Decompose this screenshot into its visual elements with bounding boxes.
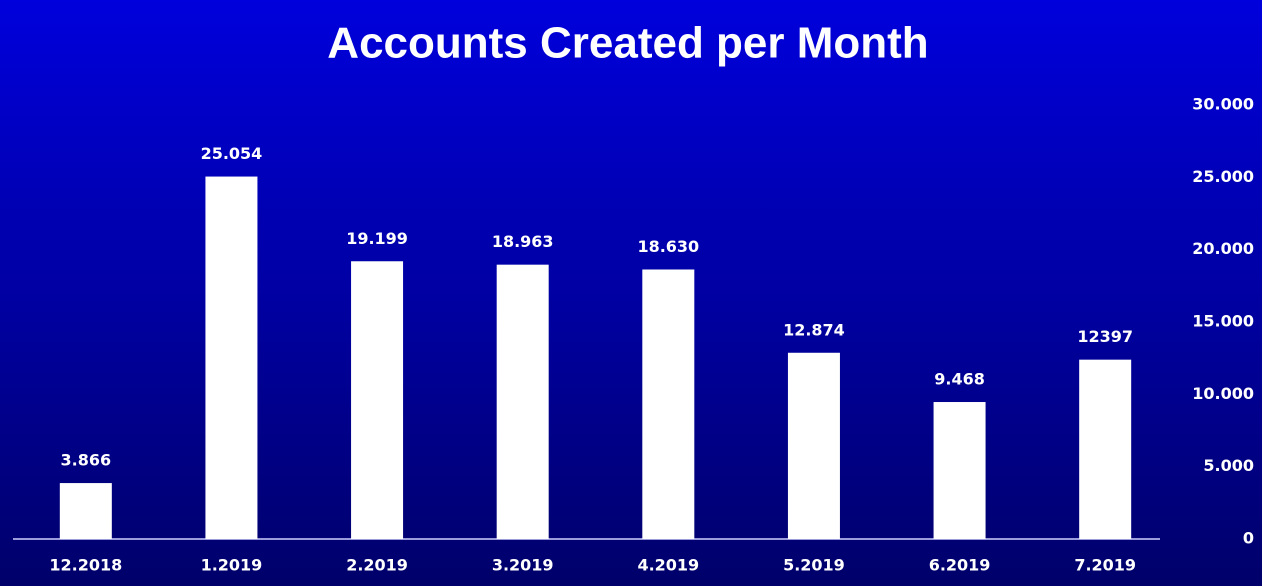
x-tick-label: 12.2018 xyxy=(49,556,122,575)
bar xyxy=(59,483,112,539)
value-label: 9.468 xyxy=(934,370,985,389)
chart-title: Accounts Created per Month xyxy=(327,19,928,68)
value-label: 18.963 xyxy=(492,232,554,251)
x-tick-label: 3.2019 xyxy=(492,556,554,575)
y-tick-label: 5.000 xyxy=(1203,456,1254,475)
x-tick-label: 4.2019 xyxy=(637,556,699,575)
value-label: 12397 xyxy=(1077,327,1133,346)
x-tick-label: 7.2019 xyxy=(1074,556,1136,575)
bar xyxy=(205,176,258,540)
value-label: 25.054 xyxy=(201,144,263,163)
x-tick-label: 6.2019 xyxy=(929,556,991,575)
value-label: 12.874 xyxy=(783,320,845,339)
bar xyxy=(933,402,986,539)
bar xyxy=(496,264,549,539)
y-tick-label: 15.000 xyxy=(1192,312,1254,331)
value-label: 19.199 xyxy=(346,229,408,248)
y-tick-label: 30.000 xyxy=(1192,95,1254,114)
bar xyxy=(642,269,695,539)
x-tick-label: 2.2019 xyxy=(346,556,408,575)
bar xyxy=(351,261,404,539)
bar xyxy=(787,352,840,539)
x-tick-label: 5.2019 xyxy=(783,556,845,575)
bar xyxy=(1079,359,1132,539)
value-label: 3.866 xyxy=(61,451,112,470)
y-tick-label: 20.000 xyxy=(1192,239,1254,258)
y-tick-label: 0 xyxy=(1243,529,1254,548)
y-tick-label: 25.000 xyxy=(1192,167,1254,186)
value-label: 18.630 xyxy=(637,237,699,256)
y-tick-label: 10.000 xyxy=(1192,384,1254,403)
x-tick-label: 1.2019 xyxy=(201,556,263,575)
